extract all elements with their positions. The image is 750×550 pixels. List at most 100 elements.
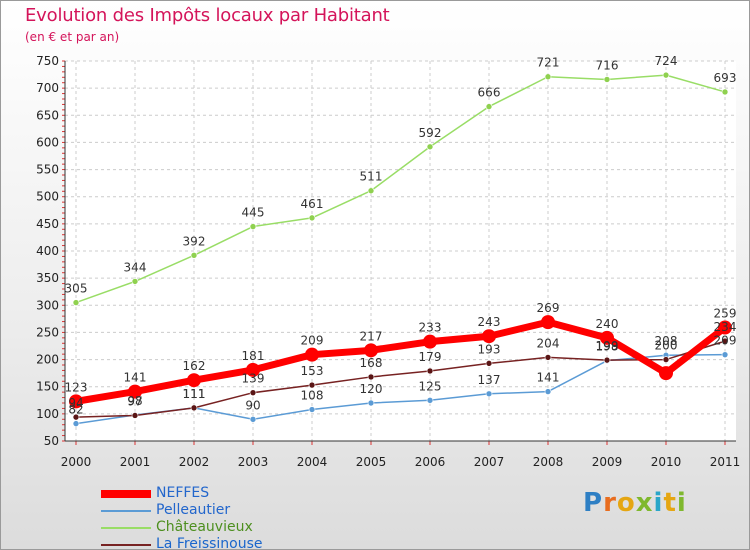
data-point (718, 320, 732, 335)
data-label: 141 (124, 371, 147, 385)
logo-letter: i (653, 488, 664, 518)
data-label: 269 (537, 301, 560, 315)
data-label: 98 (127, 394, 142, 408)
data-label: 123 (65, 380, 88, 394)
data-label: 693 (714, 71, 737, 85)
data-point (249, 223, 257, 230)
y-tick-label: 250 (36, 325, 59, 339)
data-label: 179 (419, 350, 442, 364)
legend-swatch (101, 544, 151, 546)
legend-label: La Freissinouse (156, 536, 263, 550)
data-point (131, 412, 139, 419)
data-point (72, 420, 80, 427)
data-point (426, 367, 434, 375)
data-label: 90 (245, 398, 260, 412)
logo-letter: t (663, 488, 677, 518)
logo-letter: o (616, 488, 636, 518)
y-tick-label: 600 (36, 135, 59, 149)
data-point (308, 214, 316, 222)
data-point (721, 337, 729, 345)
data-label: 199 (596, 339, 619, 353)
x-tick-label: 2006 (415, 455, 446, 469)
data-point (659, 366, 673, 381)
x-tick-label: 2004 (297, 455, 328, 469)
data-point (721, 351, 729, 358)
data-point (72, 413, 80, 421)
data-point (603, 356, 611, 364)
data-point (308, 406, 316, 413)
data-label: 82 (68, 403, 83, 417)
data-point (426, 396, 434, 404)
data-point (69, 394, 83, 409)
data-point (364, 343, 378, 358)
data-point (72, 299, 80, 306)
data-label: 721 (537, 56, 560, 70)
data-point (190, 404, 198, 412)
data-point (423, 334, 437, 349)
y-tick-label: 150 (36, 380, 59, 394)
x-tick-label: 2001 (120, 455, 151, 469)
data-label: 108 (301, 389, 324, 403)
data-point (249, 389, 257, 396)
x-tick-label: 2003 (238, 455, 269, 469)
data-point (308, 381, 316, 389)
data-point (544, 73, 552, 81)
x-tick-label: 2002 (179, 455, 210, 469)
data-label: 666 (478, 86, 501, 100)
y-tick-label: 350 (36, 271, 59, 285)
legend-swatch (101, 490, 151, 498)
logo-letter: r (603, 488, 617, 518)
data-label: 217 (360, 329, 383, 343)
data-label: 137 (478, 373, 501, 387)
y-tick-label: 400 (36, 244, 59, 258)
data-label: 209 (714, 334, 737, 348)
y-tick-label: 200 (36, 353, 59, 367)
data-label: 511 (360, 170, 383, 184)
data-label: 141 (537, 371, 560, 385)
data-point (721, 88, 729, 96)
data-point (544, 354, 552, 361)
data-label: 233 (419, 321, 442, 335)
legend-swatch (101, 510, 151, 512)
data-label: 259 (714, 307, 737, 321)
y-tick-label: 700 (36, 81, 59, 95)
data-label: 120 (360, 382, 383, 396)
data-label: 234 (714, 320, 737, 334)
data-point (367, 399, 375, 407)
data-point (426, 143, 434, 151)
x-tick-label: 2000 (61, 455, 92, 469)
chart-subtitle: (en € et par an) (25, 30, 120, 44)
data-label: 344 (124, 260, 147, 274)
y-tick-label: 500 (36, 190, 59, 204)
data-point (662, 71, 670, 79)
y-tick-label: 550 (36, 163, 59, 177)
data-point (187, 373, 201, 388)
data-label: 200 (655, 339, 678, 353)
y-tick-label: 100 (36, 407, 59, 421)
x-tick-label: 2008 (533, 455, 564, 469)
data-label: 198 (596, 340, 619, 354)
data-point (662, 356, 670, 363)
data-label: 94 (68, 396, 83, 410)
data-label: 139 (242, 372, 265, 386)
data-point (485, 103, 493, 110)
data-label: 97 (127, 394, 142, 408)
y-tick-label: 300 (36, 298, 59, 312)
data-point (544, 388, 552, 395)
legend-label: Châteauvieux (156, 519, 253, 535)
legend-swatch (101, 527, 151, 529)
data-point (541, 315, 555, 330)
data-label: 724 (655, 54, 678, 68)
data-point (131, 278, 139, 285)
chart-title: Evolution des Impôts locaux par Habitant (25, 5, 390, 26)
data-label: 162 (183, 359, 206, 373)
x-tick-label: 2007 (474, 455, 505, 469)
x-tick-label: 2009 (592, 455, 623, 469)
proxiti-logo: Proxiti (583, 488, 687, 518)
series-line (75, 340, 726, 418)
series-line (75, 318, 728, 405)
data-point (367, 373, 375, 381)
x-tick-label: 2005 (356, 455, 387, 469)
data-label: 592 (419, 126, 442, 140)
